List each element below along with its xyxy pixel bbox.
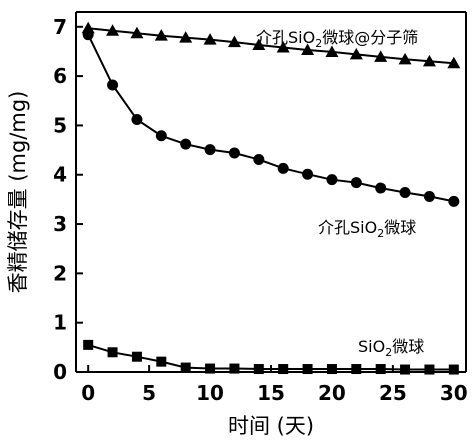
y-axis-title: 香精储存量 (mg/mg) xyxy=(6,91,30,294)
data-point xyxy=(422,54,436,67)
data-point xyxy=(130,26,144,39)
data-point xyxy=(351,364,362,375)
x-axis-title: 时间 (天) xyxy=(228,414,314,438)
data-point xyxy=(227,35,241,48)
data-point xyxy=(448,364,459,375)
data-point xyxy=(203,33,217,45)
x-ticks: 0 5 10 15 20 25 30 xyxy=(81,365,468,405)
data-point xyxy=(83,339,94,350)
series-line xyxy=(87,34,455,203)
data-point xyxy=(398,52,412,65)
data-point xyxy=(374,50,388,62)
data-point xyxy=(179,31,193,43)
data-point xyxy=(276,41,290,53)
y-tick-label: 7 xyxy=(53,15,67,39)
y-tick-label: 0 xyxy=(53,360,67,384)
data-point xyxy=(107,79,119,91)
data-point xyxy=(424,364,435,375)
data-point xyxy=(400,364,411,375)
data-point xyxy=(107,347,118,358)
data-point xyxy=(448,195,460,207)
x-tick-label: 5 xyxy=(142,381,156,405)
data-point xyxy=(131,351,142,362)
y-tick-label: 5 xyxy=(53,113,67,137)
data-point xyxy=(155,130,167,142)
data-point xyxy=(278,364,289,375)
data-point xyxy=(326,174,338,186)
data-point xyxy=(326,364,337,375)
series-label-square: SiO2微球 xyxy=(358,337,424,359)
y-tick-label: 3 xyxy=(53,212,67,236)
x-tick-label: 10 xyxy=(196,381,224,405)
data-point xyxy=(131,114,143,126)
y-tick-label: 6 xyxy=(53,64,67,88)
x-tick-label: 15 xyxy=(257,381,285,405)
data-point xyxy=(156,356,167,367)
data-point xyxy=(228,147,240,159)
data-point xyxy=(277,162,289,174)
x-tick-label: 25 xyxy=(379,381,407,405)
x-tick-label: 20 xyxy=(318,381,346,405)
series-square xyxy=(83,339,459,375)
series-layer xyxy=(81,21,461,375)
series-label-circle: 介孔SiO2微球 xyxy=(318,218,416,240)
data-point xyxy=(447,56,461,69)
x-tick-label: 30 xyxy=(440,381,468,405)
data-point xyxy=(82,29,94,41)
data-point xyxy=(252,38,266,51)
data-point xyxy=(204,144,216,156)
data-point xyxy=(154,29,168,41)
series-line xyxy=(88,27,454,65)
y-ticks: 0 1 2 3 4 5 6 7 xyxy=(53,15,83,384)
data-point xyxy=(302,364,313,375)
data-point xyxy=(229,363,240,374)
x-tick-label: 0 xyxy=(81,381,95,405)
data-point xyxy=(325,45,339,57)
data-point xyxy=(253,153,265,165)
series-circle xyxy=(82,29,460,207)
series-label-triangle: 介孔SiO2微球@分子筛 xyxy=(256,28,418,50)
data-point xyxy=(350,177,362,189)
data-point xyxy=(399,186,411,198)
data-point xyxy=(301,43,315,55)
series-line xyxy=(87,343,454,371)
data-point xyxy=(180,138,192,150)
data-point xyxy=(375,182,387,194)
data-point xyxy=(253,364,264,375)
data-point xyxy=(349,47,363,60)
data-point xyxy=(302,168,314,180)
data-point xyxy=(423,190,435,202)
data-point xyxy=(106,24,120,36)
y-tick-label: 2 xyxy=(53,261,67,285)
data-point xyxy=(205,363,216,374)
data-point xyxy=(375,364,386,375)
data-point xyxy=(180,362,191,373)
y-tick-label: 4 xyxy=(53,163,67,187)
y-tick-label: 1 xyxy=(53,311,67,335)
